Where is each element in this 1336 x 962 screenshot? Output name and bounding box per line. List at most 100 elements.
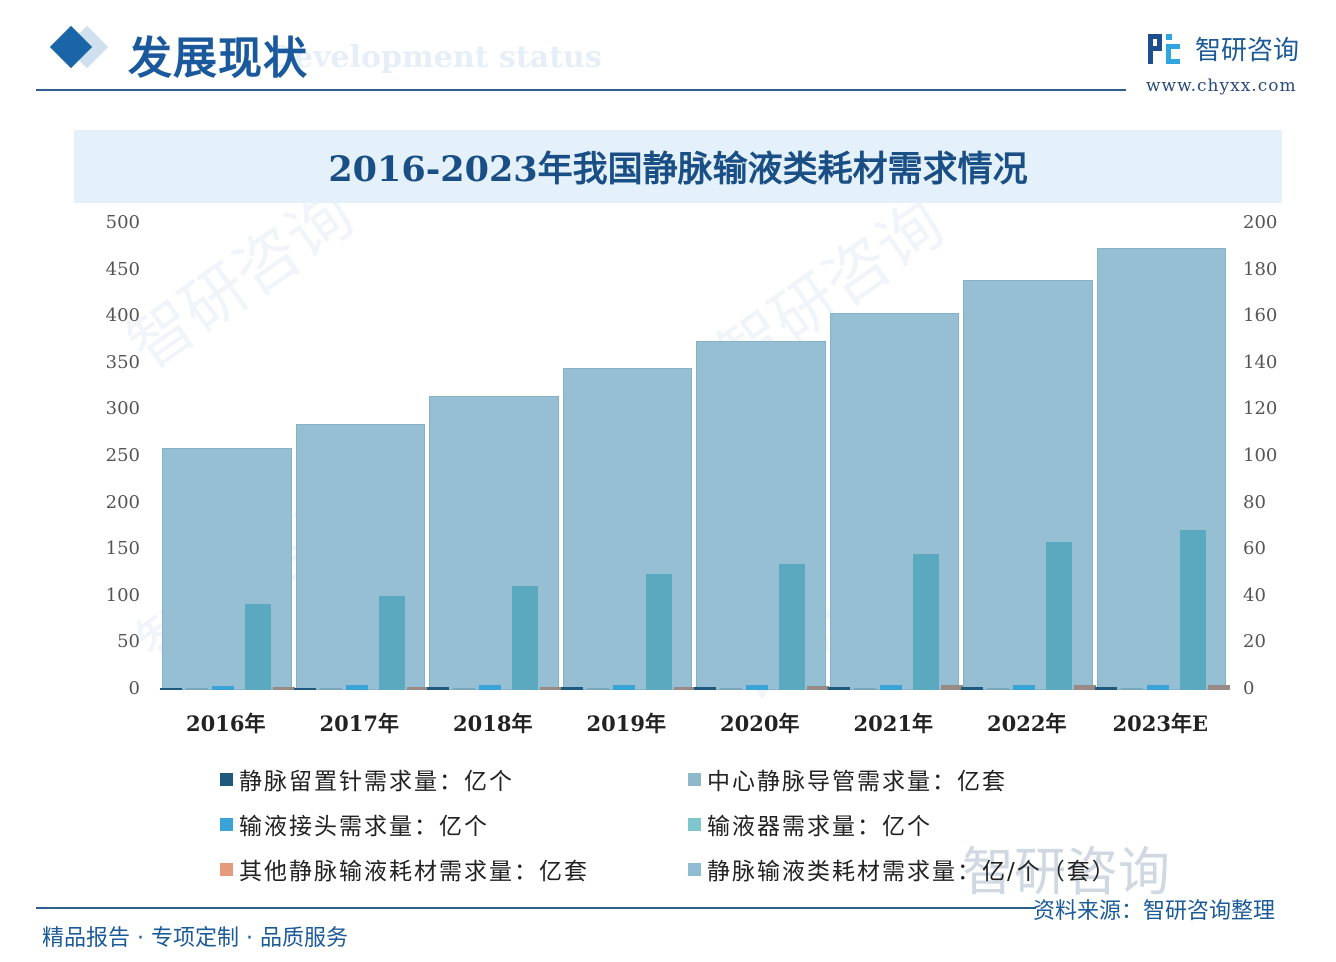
- left-axis-tick: 450: [105, 258, 140, 280]
- bar-0: [160, 687, 182, 690]
- bar-2: [479, 684, 501, 690]
- legend-swatch-icon: [688, 772, 701, 786]
- bar-0: [560, 687, 583, 690]
- footer-tagline: 精品报告 · 专项定制 · 品质服务: [42, 926, 348, 951]
- left-axis-tick: 250: [105, 445, 140, 466]
- legend-item: 输液器需求量：亿个: [688, 807, 932, 841]
- bar-3: [645, 574, 672, 690]
- legend-label: 中心静脉导管需求量：亿套: [707, 769, 1007, 795]
- bar-1: [987, 688, 1009, 690]
- bar-3: [1179, 529, 1206, 690]
- x-axis-label: 2017年: [319, 711, 399, 736]
- bar-total-demand: [963, 279, 1093, 690]
- x-axis-label: 2022年: [987, 711, 1067, 736]
- x-axis-label: 2023年E: [1112, 711, 1208, 736]
- left-axis-tick: 200: [105, 491, 140, 513]
- bar-4: [807, 686, 829, 690]
- x-axis-label: 2020年: [720, 711, 800, 736]
- bar-total-demand: [696, 340, 826, 690]
- bar-3: [512, 585, 538, 690]
- chart-title: 2016-2023年我国静脉输液类耗材需求情况: [328, 149, 1028, 190]
- bar-1: [186, 688, 208, 690]
- left-axis-tick: 100: [105, 584, 140, 606]
- legend-label: 输液接头需求量：亿个: [239, 814, 489, 840]
- brand-logo-icon: [1148, 34, 1180, 64]
- left-axis-tick: 300: [105, 398, 140, 420]
- bar-total-demand: [429, 396, 559, 690]
- legend-swatch-icon: [220, 772, 233, 786]
- left-axis-tick: 50: [117, 631, 140, 653]
- legend-item: 中心静脉导管需求量：亿套: [688, 762, 1007, 796]
- legend-swatch-icon: [688, 817, 701, 831]
- legend-item: 其他静脉输液耗材需求量：亿套: [220, 852, 589, 886]
- bar-0: [293, 687, 316, 690]
- bar-1: [720, 688, 742, 690]
- bar-4: [406, 686, 429, 690]
- bar-2: [212, 686, 234, 690]
- bar-1: [853, 688, 876, 690]
- bar-3: [779, 564, 805, 690]
- bar-1: [319, 688, 342, 690]
- legend-item: 静脉留置针需求量：亿个: [220, 762, 514, 796]
- bar-0: [694, 687, 716, 690]
- x-axis-label: 2018年: [453, 711, 533, 736]
- right-axis-tick: 120: [1243, 398, 1278, 420]
- right-axis-tick: 200: [1243, 212, 1278, 233]
- legend-swatch-icon: [220, 862, 233, 876]
- bar-total-demand: [162, 447, 292, 690]
- left-axis-tick: 150: [105, 538, 140, 560]
- header-divider: [36, 89, 1126, 91]
- bar-3: [245, 604, 271, 690]
- plot-area: [155, 224, 1230, 690]
- bar-2: [1013, 684, 1035, 690]
- bar-2: [1146, 684, 1169, 690]
- x-axis-label: 2019年: [586, 711, 666, 736]
- bar-3: [912, 553, 939, 690]
- left-axis-tick: 400: [105, 305, 140, 327]
- right-axis-tick: 180: [1243, 258, 1278, 280]
- bar-total-demand: [562, 368, 692, 690]
- bar-1: [586, 688, 609, 690]
- bar-4: [540, 686, 562, 690]
- header-title: 发展现状: [128, 33, 308, 84]
- bar-4: [673, 686, 696, 690]
- brand-name: 智研咨询: [1195, 36, 1300, 66]
- brand-url: www.chyxx.com: [1146, 76, 1297, 96]
- bar-4: [940, 684, 963, 690]
- chart-title-banner: 2016-2023年我国静脉输液类耗材需求情况: [74, 130, 1282, 203]
- right-axis-tick: 0: [1243, 678, 1255, 699]
- legend-label: 静脉输液类耗材需求量：亿/个（套）: [707, 859, 1117, 885]
- right-axis-tick: 80: [1243, 491, 1266, 513]
- footer-watermark-logo: 智研咨询: [962, 843, 1171, 903]
- bar-4: [1074, 684, 1096, 690]
- legend-item: 输液接头需求量：亿个: [220, 807, 489, 841]
- legend-label: 静脉留置针需求量：亿个: [239, 769, 514, 795]
- left-axis-tick: 500: [105, 212, 140, 233]
- header-subtitle-en: Development status: [268, 40, 602, 75]
- bar-0: [1094, 687, 1117, 690]
- bar-total-demand: [1096, 248, 1226, 690]
- bar-total-demand: [829, 312, 959, 690]
- left-axis-tick: 0: [128, 678, 140, 699]
- bar-3: [378, 595, 405, 690]
- legend-item: 静脉输液类耗材需求量：亿/个（套）: [688, 852, 1117, 886]
- bar-0: [427, 687, 449, 690]
- bar-2: [612, 684, 635, 690]
- right-axis-tick: 140: [1243, 351, 1278, 373]
- bar-4: [1207, 684, 1230, 690]
- bar-1: [453, 688, 475, 690]
- bar-2: [345, 684, 368, 690]
- bar-2: [879, 684, 902, 690]
- right-axis-tick: 60: [1243, 538, 1266, 560]
- legend-label: 其他静脉输液耗材需求量：亿套: [239, 859, 589, 885]
- bar-2: [746, 684, 768, 690]
- right-axis-tick: 160: [1243, 305, 1278, 327]
- bar-0: [961, 687, 983, 690]
- bar-1: [1120, 688, 1143, 690]
- legend-swatch-icon: [688, 862, 701, 876]
- legend-label: 输液器需求量：亿个: [707, 814, 932, 840]
- footer-divider: [36, 907, 1036, 909]
- legend-swatch-icon: [220, 817, 233, 831]
- left-axis-tick: 350: [105, 351, 140, 373]
- right-axis-tick: 100: [1243, 445, 1278, 466]
